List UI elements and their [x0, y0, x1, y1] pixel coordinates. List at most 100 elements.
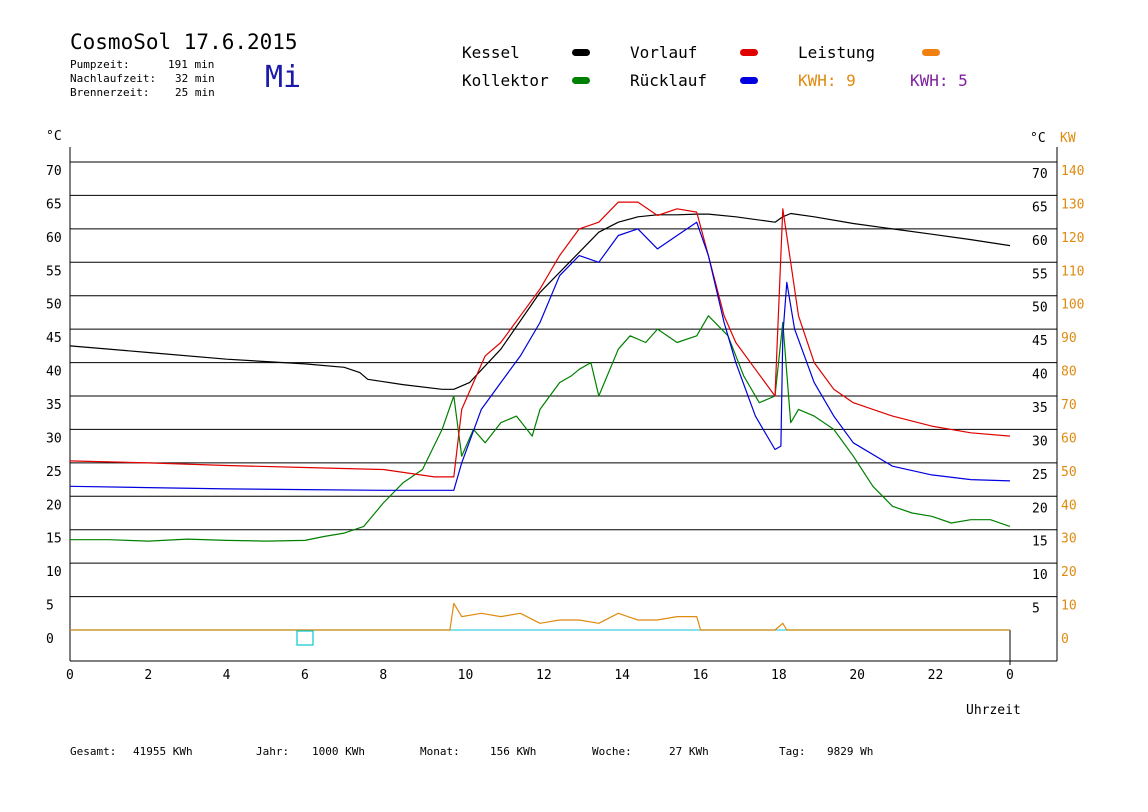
footer-woche-value: 27 KWh — [669, 745, 709, 758]
y-tick-right: 45 — [1032, 334, 1048, 349]
x-tick: 6 — [301, 668, 309, 683]
y-tick-right: 25 — [1032, 468, 1048, 483]
y-tick-left: 15 — [46, 532, 62, 547]
x-tick: 22 — [928, 668, 944, 683]
footer-gesamt-value: 41955 KWh — [133, 745, 193, 758]
y-tick-right-kw: 100 — [1061, 298, 1084, 313]
y-tick-right-kw: 120 — [1061, 231, 1084, 246]
legend-label-kessel: Kessel — [462, 43, 520, 62]
legend-label-vorlauf: Vorlauf — [630, 43, 698, 62]
y-tick-right-kw: 10 — [1061, 599, 1077, 614]
y-tick-left: 20 — [46, 498, 62, 513]
y-tick-left: 30 — [46, 431, 62, 446]
legend-swatch-ruecklauf — [740, 77, 758, 84]
y-axis-right-kw-unit: KW — [1060, 131, 1076, 146]
legend-kwh-1: KWH: 9 — [798, 71, 856, 90]
chart-grid — [70, 161, 1057, 631]
weekday-label: Mi — [265, 60, 302, 95]
y-tick-right: 55 — [1032, 267, 1048, 282]
info-label-pumpzeit: Pumpzeit: — [70, 58, 130, 71]
info-value-pumpzeit: 191 min — [168, 58, 215, 71]
y-tick-right-kw: 60 — [1061, 431, 1077, 446]
x-axis-label: Uhrzeit — [966, 703, 1021, 718]
x-tick: 10 — [458, 668, 474, 683]
info-value-brennerzeit: 25 min — [175, 86, 215, 99]
y-tick-left: 45 — [46, 331, 62, 346]
y-tick-right: 65 — [1032, 200, 1048, 215]
y-tick-left: 40 — [46, 365, 62, 380]
y-tick-right: 50 — [1032, 301, 1048, 316]
y-tick-left: 5 — [46, 599, 54, 614]
x-tick: 0 — [1006, 668, 1014, 683]
y-tick-left: 0 — [46, 632, 54, 647]
y-tick-right-kw: 50 — [1061, 465, 1077, 480]
y-axis-right-unit: °C — [1030, 131, 1046, 146]
series-line — [69, 212, 1011, 390]
legend-label-ruecklauf: Rücklauf — [630, 71, 708, 90]
chart-axes — [69, 147, 1058, 665]
y-tick-right: 35 — [1032, 401, 1048, 416]
y-tick-right: 60 — [1032, 234, 1048, 249]
x-tick: 4 — [223, 668, 231, 683]
footer-tag-value: 9829 Wh — [827, 745, 874, 758]
y-tick-left: 70 — [46, 164, 62, 179]
y-tick-left: 50 — [46, 298, 62, 313]
y-tick-right-kw: 40 — [1061, 498, 1077, 513]
footer-jahr-value: 1000 KWh — [312, 745, 365, 758]
y-tick-right-kw: 30 — [1061, 532, 1077, 547]
series-line — [70, 602, 1010, 631]
legend-label-kollektor: Kollektor — [462, 71, 549, 90]
info-label-nachlaufzeit: Nachlaufzeit: — [70, 72, 157, 85]
y-tick-right: 10 — [1032, 568, 1048, 583]
y-tick-left: 35 — [46, 398, 62, 413]
y-axis-left-unit: °C — [46, 129, 62, 144]
y-tick-right: 40 — [1032, 368, 1048, 383]
x-tick: 18 — [771, 668, 787, 683]
info-label-brennerzeit: Brennerzeit: — [70, 86, 150, 99]
y-tick-right: 30 — [1032, 434, 1048, 449]
y-tick-left: 65 — [46, 197, 62, 212]
footer-jahr-label: Jahr: — [256, 745, 290, 758]
event-marker — [296, 630, 314, 646]
footer-monat-value: 156 KWh — [490, 745, 537, 758]
series-line — [69, 201, 1011, 478]
y-tick-right-kw: 0 — [1061, 632, 1069, 647]
series-line — [70, 315, 1011, 542]
footer-woche-label: Woche: — [592, 745, 632, 758]
y-tick-right-kw: 130 — [1061, 197, 1084, 212]
y-tick-left: 25 — [46, 465, 62, 480]
series-line — [69, 221, 1011, 491]
y-tick-right: 15 — [1032, 535, 1048, 550]
footer-tag-label: Tag: — [779, 745, 806, 758]
y-tick-left: 55 — [46, 264, 62, 279]
legend-swatch-kessel — [572, 49, 590, 56]
y-tick-right: 5 — [1032, 602, 1040, 617]
x-tick: 20 — [849, 668, 865, 683]
info-value-nachlaufzeit: 32 min — [175, 72, 215, 85]
legend-label-leistung: Leistung — [798, 43, 876, 62]
x-tick: 12 — [536, 668, 552, 683]
chart-lines — [69, 201, 1011, 631]
x-tick: 16 — [693, 668, 709, 683]
y-tick-right-kw: 70 — [1061, 398, 1077, 413]
chart-title: CosmoSol 17.6.2015 — [70, 30, 298, 54]
y-tick-right-kw: 140 — [1061, 164, 1084, 179]
x-tick: 14 — [614, 668, 630, 683]
y-tick-left: 60 — [46, 231, 62, 246]
y-tick-right: 70 — [1032, 167, 1048, 182]
y-tick-left: 10 — [46, 565, 62, 580]
legend-swatch-vorlauf — [740, 49, 758, 56]
x-tick: 0 — [66, 668, 74, 683]
y-tick-right: 20 — [1032, 501, 1048, 516]
footer-monat-label: Monat: — [420, 745, 460, 758]
y-tick-right-kw: 80 — [1061, 365, 1077, 380]
legend-swatch-kollektor — [572, 77, 590, 84]
x-tick: 8 — [379, 668, 387, 683]
y-tick-right-kw: 90 — [1061, 331, 1077, 346]
y-tick-right-kw: 20 — [1061, 565, 1077, 580]
legend-kwh-2: KWH: 5 — [910, 71, 968, 90]
x-tick: 2 — [144, 668, 152, 683]
chart-ticks: 7065605550454035302520151050706560555045… — [46, 164, 1084, 683]
legend-swatch-leistung — [922, 49, 940, 56]
